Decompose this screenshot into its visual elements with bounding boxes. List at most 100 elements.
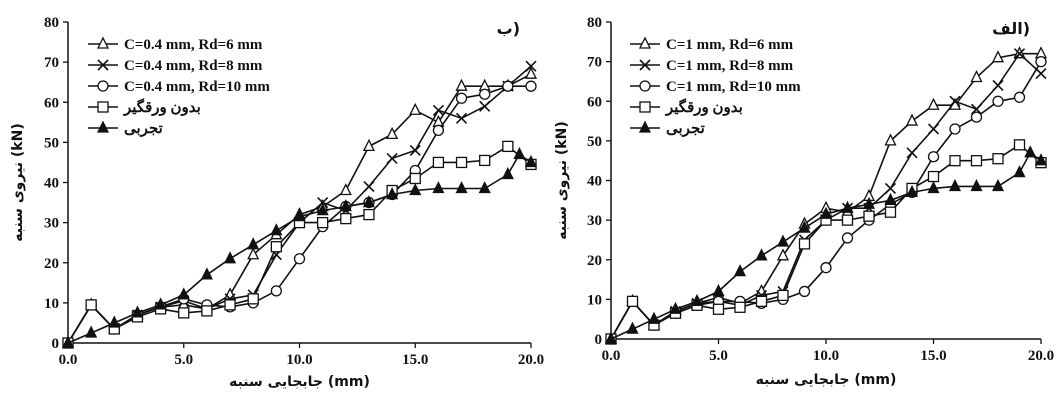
- legend-label: C=0.4 mm, Rd=10 mm: [124, 79, 270, 95]
- series-4: [604, 145, 1048, 344]
- data-point: [949, 155, 961, 167]
- legend-label: بدون ورقگیر: [123, 98, 201, 116]
- data-point: [798, 220, 811, 233]
- data-point: [363, 180, 375, 193]
- data-point: [927, 123, 940, 135]
- data-point: [479, 154, 491, 167]
- data-point: [798, 238, 811, 250]
- data-point: [432, 181, 445, 194]
- data-point: [178, 307, 190, 319]
- data-point: [841, 232, 854, 244]
- legend-label: C=0.4 mm, Rd=8 mm: [124, 58, 263, 74]
- y-tick-label: 30: [587, 213, 602, 229]
- data-point: [386, 152, 398, 164]
- legend-marker: [638, 36, 652, 49]
- data-point: [776, 234, 790, 247]
- data-point: [776, 248, 790, 261]
- legend-item: بدون ورقگیر: [630, 98, 743, 116]
- x-axis-label: جابجایی سنبه (mm): [229, 374, 370, 390]
- data-point: [340, 212, 352, 225]
- data-point: [316, 203, 329, 216]
- legend-marker: [96, 120, 110, 133]
- data-point: [339, 183, 352, 196]
- data-point: [1034, 153, 1048, 166]
- legend-label: تجربی: [666, 121, 705, 137]
- data-point: [247, 237, 260, 250]
- data-point: [626, 295, 639, 308]
- data-point: [970, 70, 983, 83]
- data-point: [669, 301, 682, 314]
- x-tick-label: 5.0: [709, 348, 728, 364]
- data-point: [362, 195, 376, 208]
- y-tick-label: 10: [44, 296, 59, 312]
- data-point: [927, 180, 940, 194]
- data-point: [455, 156, 468, 169]
- data-point: [479, 88, 491, 100]
- legend-marker: [97, 101, 109, 113]
- data-point: [501, 167, 514, 180]
- data-point: [991, 178, 1005, 192]
- data-point: [270, 223, 283, 236]
- data-point: [991, 50, 1005, 63]
- chart-panel-alf: 0 10 20 30 40 50 60 70 80 0.0 5.0 10.0 15.0 20.0 جابجا…: [554, 15, 1054, 388]
- data-point: [502, 140, 514, 153]
- data-point: [927, 151, 940, 163]
- data-point: [317, 196, 329, 209]
- legend-marker: [638, 120, 652, 133]
- legend-item: C=1 mm, Rd=10 mm: [630, 79, 801, 95]
- y-tick-label: 50: [587, 134, 602, 150]
- data-point: [626, 321, 639, 334]
- data-point: [862, 196, 876, 209]
- data-point: [316, 216, 329, 229]
- data-point: [1035, 55, 1047, 68]
- legend-marker: [97, 80, 109, 92]
- legend-marker: [639, 80, 651, 92]
- data-point: [85, 299, 97, 311]
- data-point: [85, 325, 98, 338]
- legend-marker: [639, 59, 651, 71]
- data-point: [863, 210, 875, 222]
- data-point: [905, 113, 919, 126]
- data-point: [177, 287, 190, 300]
- y-tick-label: 30: [44, 216, 59, 232]
- y-tick-label: 70: [587, 55, 602, 71]
- series-3: [605, 139, 1047, 345]
- data-point: [970, 178, 983, 192]
- data-point: [201, 305, 213, 317]
- data-point: [525, 60, 537, 72]
- data-point: [884, 182, 897, 194]
- x-tick-label: 15.0: [402, 352, 428, 368]
- data-point: [432, 124, 445, 136]
- x-axis-label: جابجایی سنبه (mm): [756, 372, 897, 388]
- data-point: [734, 301, 746, 313]
- legend-marker: [97, 59, 109, 71]
- data-point: [992, 79, 1004, 91]
- data-point: [247, 293, 259, 305]
- data-point: [409, 102, 422, 115]
- data-point: [479, 100, 491, 112]
- data-point: [647, 311, 661, 324]
- legend: C=1 mm, Rd=6 mm C=1 mm, Rd=8 mm C=1 mm, Rd…: [630, 36, 801, 137]
- data-point: [455, 92, 468, 104]
- legend-item: C=0.4 mm, Rd=8 mm: [88, 58, 263, 74]
- data-point: [949, 123, 961, 135]
- y-tick-label: 0: [595, 332, 603, 348]
- x-tick-label: 0.0: [602, 348, 621, 364]
- legend-label: C=1 mm, Rd=6 mm: [666, 37, 794, 53]
- data-point: [524, 66, 538, 79]
- y-tick-label: 20: [587, 253, 602, 269]
- legend-item: تجربی: [630, 120, 705, 137]
- data-point: [755, 248, 768, 261]
- data-point: [927, 97, 940, 110]
- data-point: [1013, 139, 1026, 151]
- data-point: [1035, 67, 1047, 80]
- data-point: [1013, 48, 1026, 60]
- data-point: [409, 183, 422, 196]
- data-point: [970, 155, 983, 167]
- data-point: [712, 283, 725, 297]
- data-point: [604, 331, 618, 344]
- data-point: [949, 95, 961, 107]
- data-point: [970, 111, 983, 123]
- data-point: [502, 80, 514, 92]
- legend-item: C=1 mm, Rd=6 mm: [630, 36, 794, 53]
